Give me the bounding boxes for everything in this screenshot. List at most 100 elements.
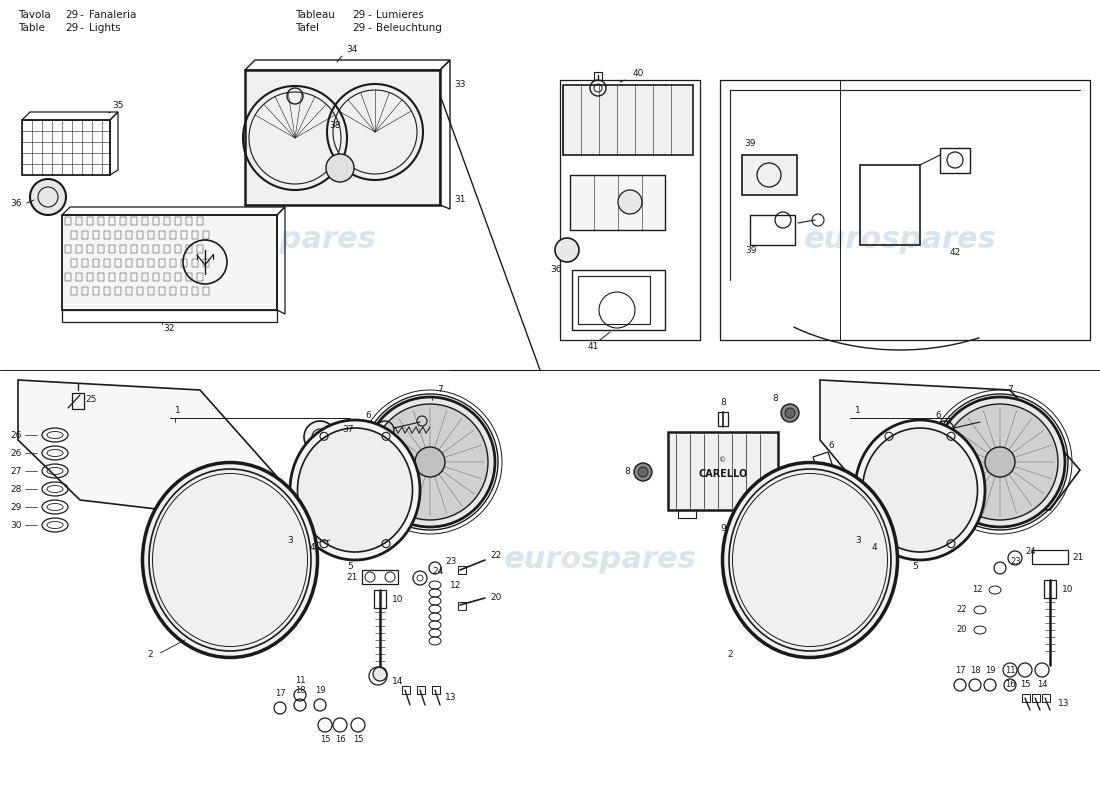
Bar — [70, 287, 77, 295]
Bar — [180, 287, 187, 295]
Text: 29: 29 — [11, 502, 22, 511]
Text: CARELLO: CARELLO — [698, 469, 748, 479]
Text: 3: 3 — [287, 536, 293, 545]
Text: 39: 39 — [745, 246, 757, 255]
Bar — [186, 273, 192, 281]
Bar — [125, 231, 132, 239]
Bar — [417, 686, 425, 694]
Bar — [374, 590, 386, 608]
Bar — [98, 273, 104, 281]
Bar — [191, 259, 198, 267]
Bar — [169, 287, 176, 295]
Ellipse shape — [143, 462, 318, 658]
Text: Fanaleria: Fanaleria — [89, 10, 136, 20]
Bar — [191, 231, 198, 239]
Bar — [131, 245, 138, 253]
Text: 34: 34 — [346, 45, 358, 54]
Text: 37: 37 — [342, 426, 353, 434]
Bar — [1032, 694, 1040, 702]
Text: 8: 8 — [772, 394, 778, 403]
Circle shape — [781, 404, 799, 422]
Bar — [62, 215, 277, 310]
Text: 29: 29 — [65, 10, 78, 20]
Text: ©: © — [719, 457, 727, 463]
Bar — [136, 231, 143, 239]
Bar — [142, 217, 148, 225]
Ellipse shape — [855, 420, 984, 560]
Text: 15: 15 — [353, 735, 363, 744]
Bar — [1042, 694, 1050, 702]
Bar — [65, 245, 72, 253]
Circle shape — [785, 408, 795, 418]
Bar — [860, 165, 920, 245]
Bar — [136, 259, 143, 267]
Bar — [65, 273, 72, 281]
Polygon shape — [18, 380, 280, 520]
Bar — [158, 259, 165, 267]
Bar — [202, 259, 209, 267]
Text: 23: 23 — [1010, 558, 1021, 566]
Text: eurospares: eurospares — [804, 226, 997, 254]
Bar — [92, 287, 99, 295]
Bar — [125, 259, 132, 267]
Text: Beleuchtung: Beleuchtung — [376, 23, 442, 33]
Circle shape — [30, 179, 66, 215]
Circle shape — [372, 404, 488, 520]
Text: -: - — [367, 10, 371, 20]
Text: 4: 4 — [872, 542, 878, 551]
Bar — [362, 570, 398, 584]
Text: 11: 11 — [1004, 666, 1015, 675]
Bar — [62, 310, 277, 322]
Text: 30: 30 — [11, 521, 22, 530]
Bar — [169, 259, 176, 267]
Bar — [202, 231, 209, 239]
Bar — [180, 231, 187, 239]
Bar — [147, 231, 154, 239]
Circle shape — [373, 667, 387, 681]
Bar — [668, 432, 778, 510]
Bar — [109, 217, 116, 225]
Bar — [87, 245, 94, 253]
Circle shape — [415, 447, 446, 477]
Bar — [578, 276, 650, 324]
Text: 5: 5 — [912, 562, 917, 571]
Bar — [158, 287, 165, 295]
Text: 35: 35 — [112, 101, 123, 110]
Text: -: - — [80, 23, 84, 33]
Text: 16: 16 — [1004, 680, 1015, 689]
Text: 20: 20 — [490, 594, 502, 602]
Text: 17: 17 — [275, 689, 285, 698]
Text: 10: 10 — [392, 595, 404, 604]
Text: 6: 6 — [828, 441, 834, 450]
Text: 6: 6 — [365, 411, 371, 420]
Text: 1: 1 — [855, 406, 860, 415]
Bar — [245, 70, 440, 205]
Polygon shape — [820, 380, 1080, 510]
Bar — [81, 259, 88, 267]
Text: 32: 32 — [163, 324, 175, 333]
Text: eurospares: eurospares — [504, 546, 696, 574]
Text: 29: 29 — [65, 23, 78, 33]
Text: 21: 21 — [346, 573, 358, 582]
Text: 8: 8 — [625, 467, 630, 477]
Bar — [718, 412, 728, 426]
Bar — [1044, 580, 1056, 598]
Text: 18: 18 — [295, 686, 306, 695]
Text: 15: 15 — [320, 735, 330, 744]
Text: 40: 40 — [632, 69, 644, 78]
Bar — [92, 231, 99, 239]
Text: 41: 41 — [588, 342, 600, 351]
Bar — [175, 245, 182, 253]
Bar — [458, 602, 466, 610]
Text: 29: 29 — [352, 10, 365, 20]
Text: 18: 18 — [970, 666, 980, 675]
Bar — [81, 231, 88, 239]
Text: 22: 22 — [957, 606, 967, 614]
Bar — [120, 217, 127, 225]
Text: 19: 19 — [984, 666, 996, 675]
Bar — [81, 287, 88, 295]
Bar — [120, 273, 127, 281]
Bar — [147, 287, 154, 295]
Bar — [940, 148, 970, 173]
Bar — [147, 259, 154, 267]
